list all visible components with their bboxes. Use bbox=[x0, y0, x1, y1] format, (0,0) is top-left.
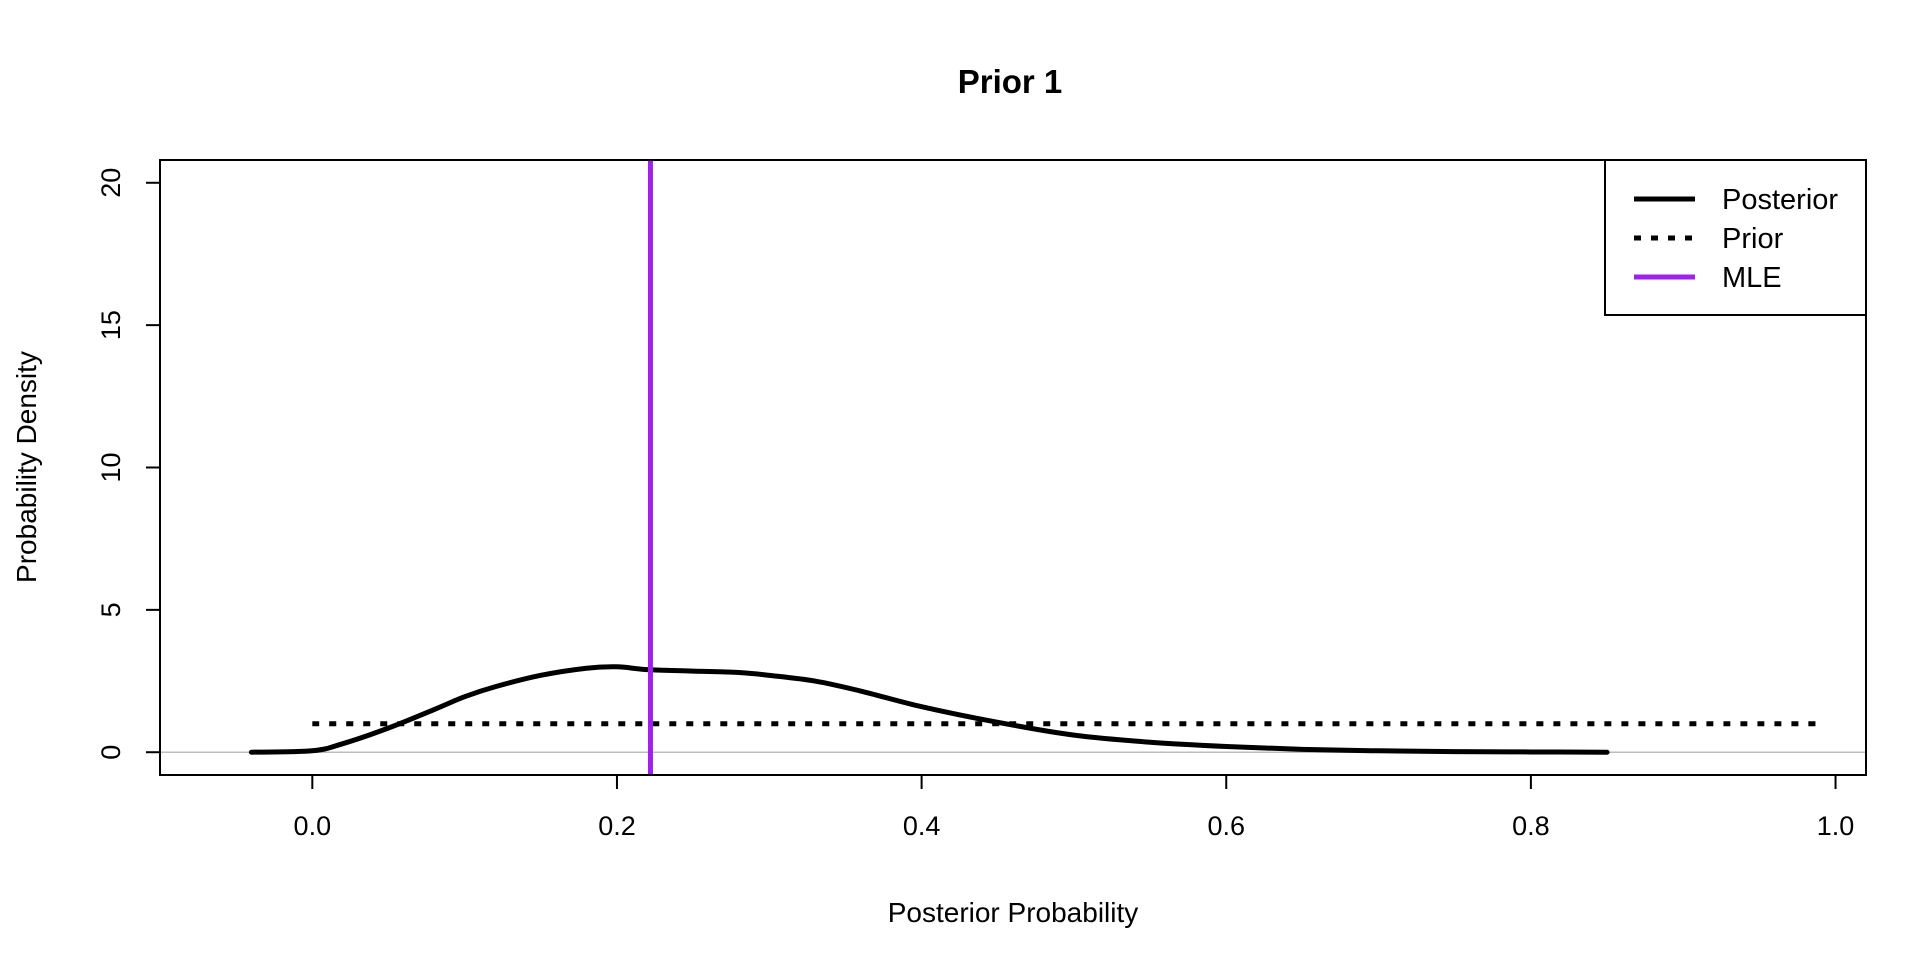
y-tick-label: 0 bbox=[96, 745, 126, 760]
x-tick-label: 0.8 bbox=[1512, 811, 1550, 841]
y-tick-label: 20 bbox=[96, 168, 126, 198]
series-posterior-line bbox=[248, 664, 1610, 755]
y-axis: 0 5 10 15 20 bbox=[96, 168, 161, 760]
y-tick-label: 10 bbox=[96, 452, 126, 482]
y-axis-label: Probability Density bbox=[11, 351, 42, 583]
x-tick-label: 0.0 bbox=[294, 811, 332, 841]
legend-label-mle: MLE bbox=[1722, 262, 1782, 294]
x-tick-label: 0.2 bbox=[598, 811, 636, 841]
legend-box bbox=[1604, 159, 1867, 316]
x-axis-label: Posterior Probability bbox=[888, 897, 1139, 928]
chart-title: Prior 1 bbox=[958, 63, 1063, 100]
legend-label-posterior: Posterior bbox=[1722, 184, 1838, 216]
legend: Posterior Prior MLE bbox=[1604, 159, 1867, 316]
x-tick-label: 1.0 bbox=[1817, 811, 1855, 841]
legend-label-prior: Prior bbox=[1722, 223, 1784, 255]
x-tick-label: 0.6 bbox=[1207, 811, 1245, 841]
plot-area bbox=[160, 160, 1866, 775]
y-tick-label: 5 bbox=[96, 602, 126, 617]
x-axis: 0.0 0.2 0.4 0.6 0.8 1.0 bbox=[294, 774, 1855, 841]
y-tick-label: 15 bbox=[96, 310, 126, 340]
x-tick-label: 0.4 bbox=[903, 811, 941, 841]
